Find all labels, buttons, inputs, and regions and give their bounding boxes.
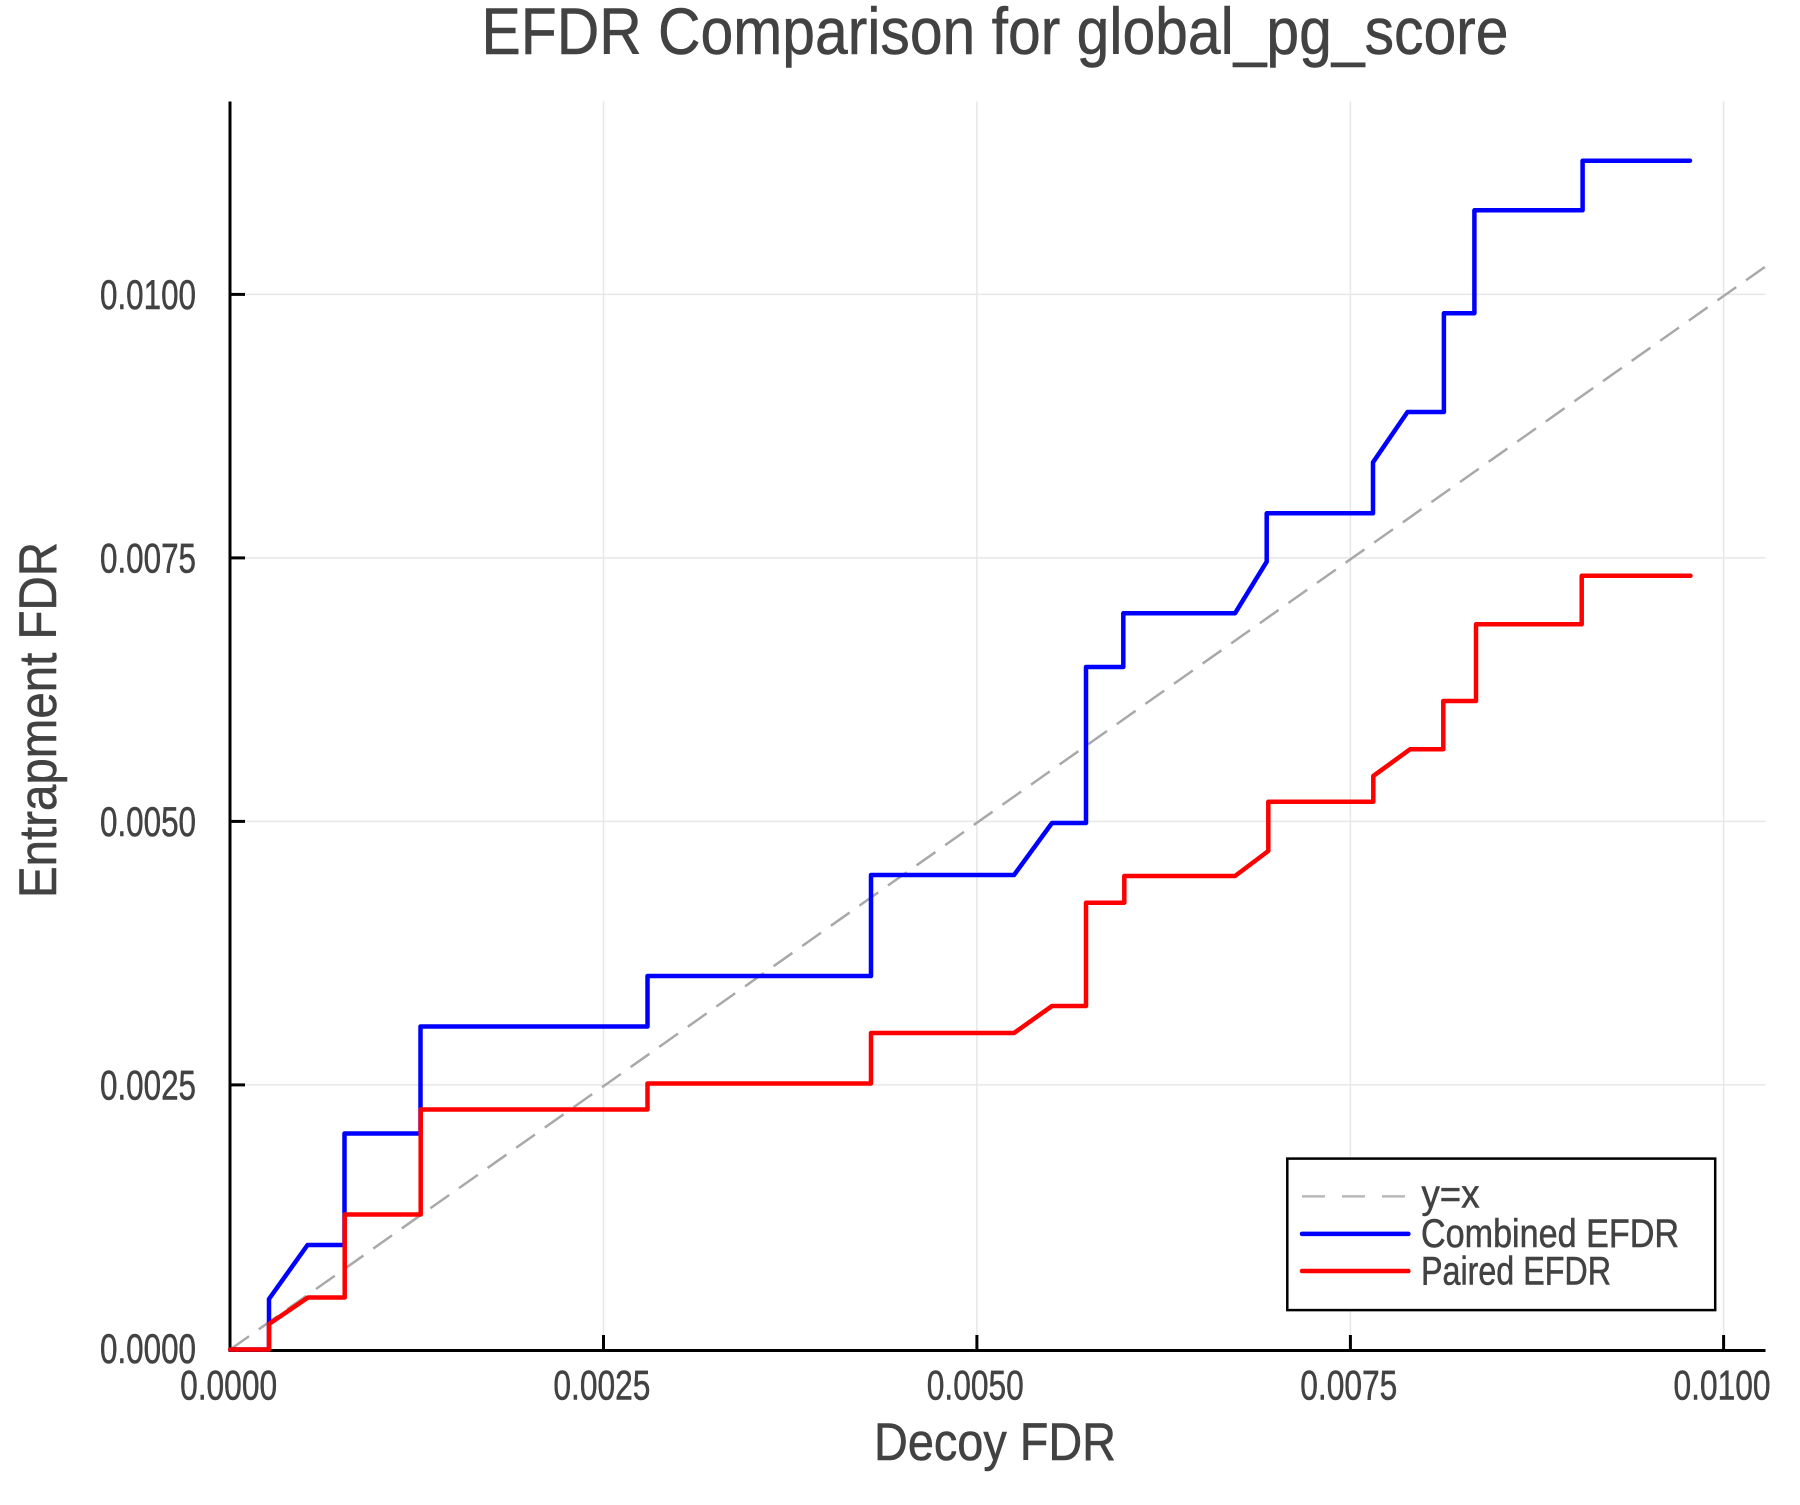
svg-text:Entrapment FDR: Entrapment FDR [9,542,68,898]
svg-text:0.0025: 0.0025 [100,1062,196,1109]
svg-text:0.0100: 0.0100 [1674,1361,1771,1408]
svg-text:0.0100: 0.0100 [100,271,196,318]
svg-text:0.0075: 0.0075 [100,535,196,582]
svg-text:Combined EFDR: Combined EFDR [1421,1212,1679,1256]
svg-text:0.0050: 0.0050 [927,1361,1024,1408]
svg-text:Decoy FDR: Decoy FDR [874,1413,1116,1472]
svg-text:0.0000: 0.0000 [100,1325,196,1372]
svg-text:0.0075: 0.0075 [1300,1361,1397,1408]
svg-text:Paired EFDR: Paired EFDR [1421,1250,1611,1294]
svg-text:0.0050: 0.0050 [100,798,196,845]
svg-text:0.0000: 0.0000 [180,1361,277,1408]
svg-text:0.0025: 0.0025 [553,1361,650,1408]
svg-text:y=x: y=x [1422,1173,1480,1217]
svg-text:EFDR Comparison for global_pg_: EFDR Comparison for global_pg_score [482,0,1509,68]
